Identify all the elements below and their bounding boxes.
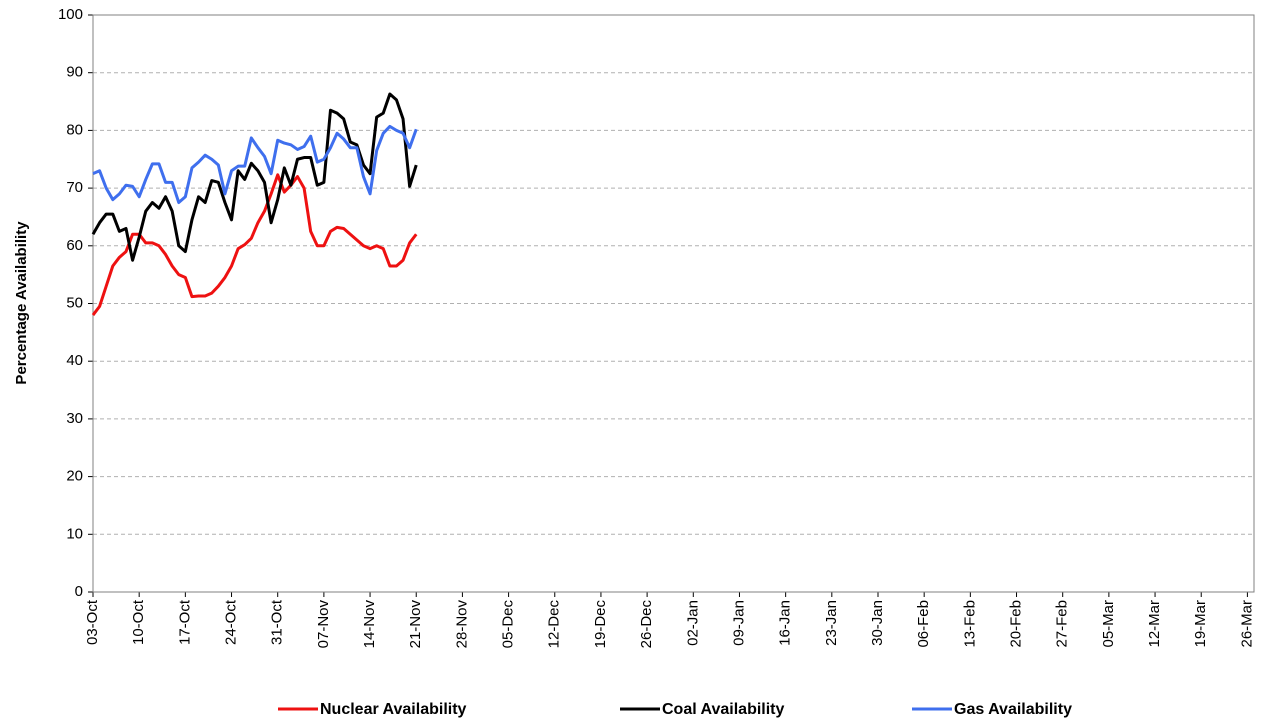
x-tick-label: 26-Dec bbox=[638, 600, 655, 649]
y-axis-label: Percentage Availability bbox=[13, 221, 30, 385]
legend-label: Nuclear Availability bbox=[320, 701, 467, 718]
x-tick-label: 07-Nov bbox=[315, 600, 332, 649]
y-tick-label: 40 bbox=[66, 352, 83, 369]
x-tick-label: 24-Oct bbox=[222, 599, 239, 645]
x-tick-label: 12-Dec bbox=[546, 600, 563, 649]
x-tick-label: 05-Dec bbox=[500, 600, 517, 649]
series-line bbox=[91, 173, 418, 316]
y-tick-label: 0 bbox=[75, 583, 83, 600]
x-tick-label: 03-Oct bbox=[84, 599, 101, 645]
y-tick-label: 10 bbox=[66, 525, 83, 542]
y-tick-label: 60 bbox=[66, 237, 83, 254]
x-tick-label: 09-Jan bbox=[730, 600, 747, 646]
x-tick-label: 05-Mar bbox=[1100, 600, 1117, 648]
x-tick-label: 06-Feb bbox=[915, 600, 932, 648]
y-tick-label: 20 bbox=[66, 468, 83, 485]
x-tick-label: 13-Feb bbox=[961, 600, 978, 648]
legend-label: Coal Availability bbox=[662, 701, 785, 718]
y-tick-label: 80 bbox=[66, 121, 83, 138]
series-line bbox=[91, 92, 418, 262]
x-tick-label: 14-Nov bbox=[361, 600, 378, 649]
y-tick-label: 70 bbox=[66, 179, 83, 196]
x-tick-label: 19-Dec bbox=[592, 600, 609, 649]
x-tick-label: 17-Oct bbox=[176, 599, 193, 645]
y-tick-label: 100 bbox=[58, 6, 83, 23]
x-tick-label: 12-Mar bbox=[1146, 600, 1163, 648]
x-tick-label: 28-Nov bbox=[453, 600, 470, 649]
x-tick-label: 02-Jan bbox=[684, 600, 701, 646]
x-tick-label: 10-Oct bbox=[130, 599, 147, 645]
x-tick-label: 31-Oct bbox=[269, 599, 286, 645]
x-tick-label: 19-Mar bbox=[1192, 600, 1209, 648]
plot-frame bbox=[92, 14, 1255, 593]
x-tick-label: 27-Feb bbox=[1054, 600, 1071, 648]
legend-label: Gas Availability bbox=[954, 701, 1072, 718]
y-tick-label: 50 bbox=[66, 294, 83, 311]
x-tick-label: 30-Jan bbox=[869, 600, 886, 646]
x-tick-label: 20-Feb bbox=[1007, 600, 1024, 648]
y-tick-label: 30 bbox=[66, 410, 83, 427]
x-tick-label: 16-Jan bbox=[777, 600, 794, 646]
x-tick-label: 23-Jan bbox=[823, 600, 840, 646]
x-tick-label: 21-Nov bbox=[407, 600, 424, 649]
y-tick-label: 90 bbox=[66, 64, 83, 81]
x-tick-label: 26-Mar bbox=[1238, 600, 1255, 648]
series-line bbox=[92, 124, 418, 205]
